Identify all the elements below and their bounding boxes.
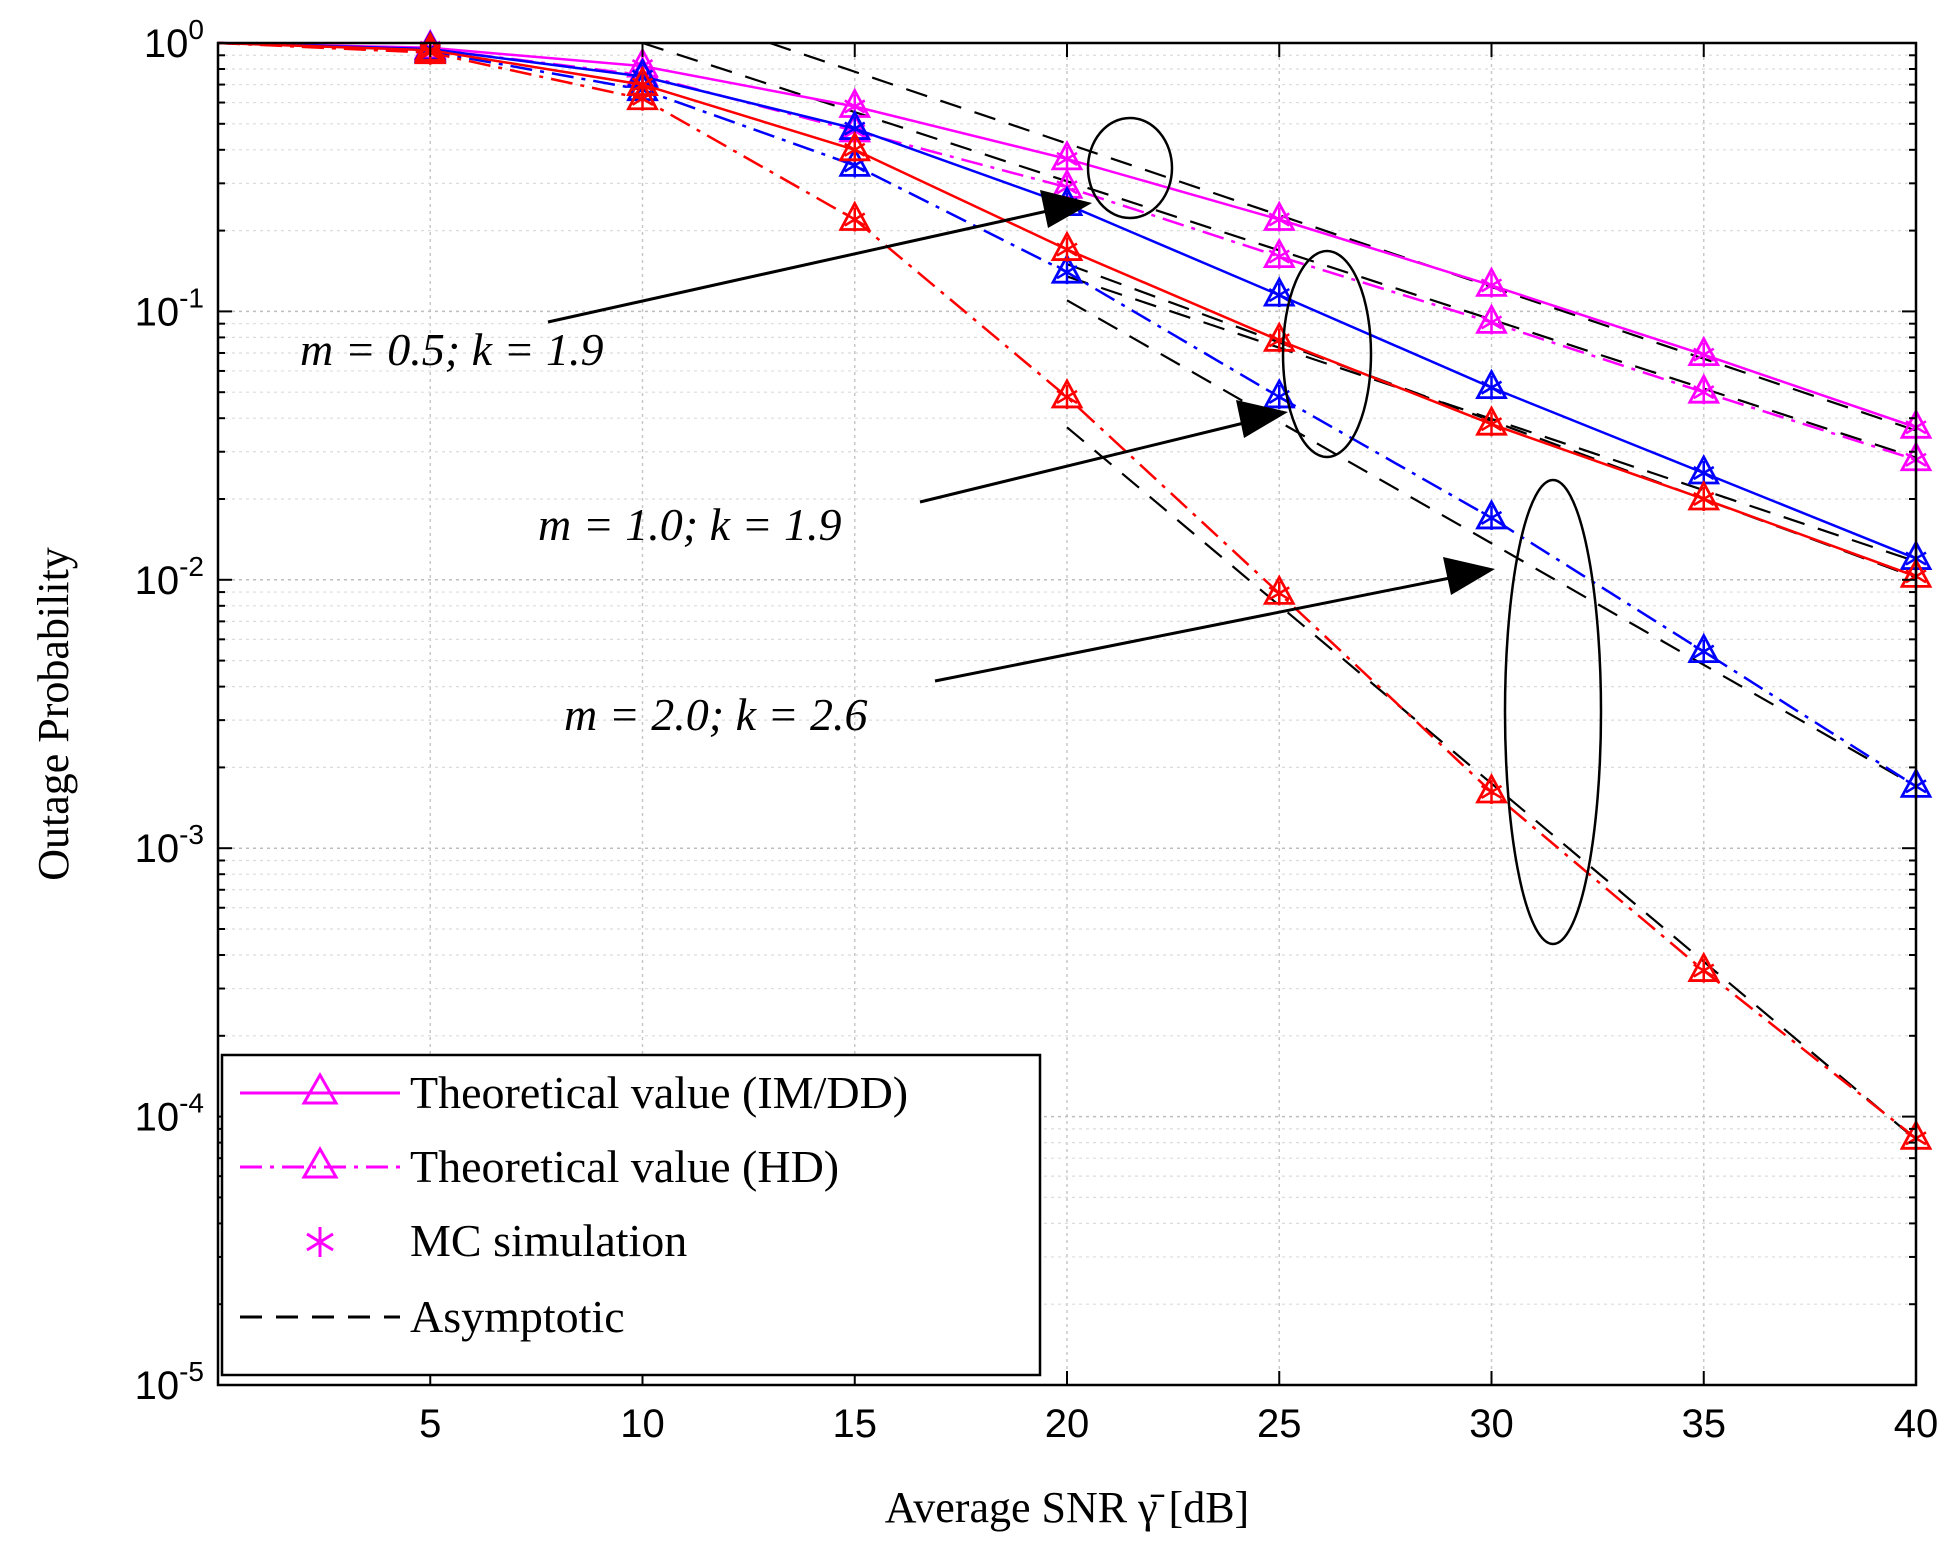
arrowhead-m10 [1236, 400, 1288, 438]
y-axis-label: Outage Probability [29, 547, 78, 881]
mc-star-marker [1693, 487, 1715, 512]
y-tick-label: 100 [144, 14, 204, 66]
mc-star-marker [1268, 581, 1290, 606]
arrowhead-m20 [1443, 557, 1495, 595]
mc-star-marker [1693, 342, 1715, 367]
y-tick-label: 10-5 [135, 1356, 204, 1408]
mc-star-marker [844, 137, 866, 162]
series-line [217, 41, 1917, 1140]
triangle-marker-icon [301, 1071, 339, 1105]
x-tick-label: 25 [1257, 1402, 1302, 1446]
x-tick-label: 35 [1682, 1402, 1727, 1446]
legend-label-hd: Theoretical value (HD) [410, 1141, 839, 1192]
mc-star-marker [1480, 273, 1503, 298]
annotation-m10-k19: m = 1.0; k = 1.9 [538, 499, 842, 550]
y-tick-label: 10-1 [135, 282, 204, 334]
legend-entry-hd: Theoretical value (HD) [240, 1141, 839, 1192]
y-tick-label: 10-3 [135, 819, 204, 871]
arrow-line-m10 [919, 420, 1249, 504]
mc-star-marker [1268, 328, 1290, 353]
legend-entry-im-dd: Theoretical value (IM/DD) [240, 1067, 908, 1118]
annotation-m20-k26: m = 2.0; k = 2.6 [564, 689, 868, 740]
mc-star-marker [1268, 207, 1290, 232]
legend-box [220, 1053, 1042, 1377]
x-tick-label: 10 [620, 1402, 665, 1446]
mc-star-marker [844, 207, 866, 232]
mc-star-marker [1056, 260, 1078, 285]
arrow-line-m05 [547, 208, 1053, 324]
legend: Theoretical value (IM/DD) Theoretical va… [220, 1053, 1042, 1377]
ellipse-group-m10 [1281, 249, 1373, 459]
x-tick-label: 5 [419, 1402, 441, 1446]
legend-label-im-dd: Theoretical value (IM/DD) [410, 1067, 908, 1118]
mc-star-marker [1480, 310, 1503, 335]
arrowhead-m05 [1040, 190, 1092, 228]
mc-star-marker [1693, 639, 1715, 664]
mc-star-marker [1693, 380, 1715, 405]
y-tick-label: 10-4 [135, 1088, 204, 1140]
mc-star-marker [1480, 505, 1503, 530]
mc-star-marker [1480, 412, 1503, 437]
annotation-m05-k19: m = 0.5; k = 1.9 [300, 324, 604, 375]
mc-star-marker [1056, 384, 1078, 409]
mc-star-marker [1480, 375, 1503, 400]
x-tick-label: 20 [1045, 1402, 1090, 1446]
y-tick-label: 10-2 [135, 551, 204, 603]
asymptotic-line [1066, 299, 1917, 788]
legend-label-asymptotic: Asymptotic [410, 1291, 625, 1342]
x-tick-label: 40 [1894, 1402, 1939, 1446]
legend-entry-asymptotic: Asymptotic [240, 1291, 625, 1342]
legend-label-mc: MC simulation [410, 1215, 687, 1266]
x-tick-label: 15 [833, 1402, 878, 1446]
mc-star-marker [1268, 283, 1290, 308]
x-axis-label: Average SNR γ̄ [dB] [885, 1483, 1249, 1532]
mc-star-marker [1056, 146, 1078, 171]
annotations: m = 0.5; k = 1.9 m = 1.0; k = 1.9 m = 2.… [300, 116, 1603, 946]
ellipse-group-m05 [1086, 116, 1174, 220]
mc-star-marker [1268, 244, 1290, 269]
mc-star-marker [1056, 237, 1078, 262]
mc-star-marker [1480, 779, 1503, 804]
legend-entry-mc: MC simulation [306, 1215, 687, 1266]
mc-star-marker [1693, 958, 1715, 983]
asymptotic-line [769, 41, 1917, 432]
arrow-line-m20 [934, 575, 1456, 683]
triangle-marker-icon [301, 1145, 339, 1179]
star-marker-icon [306, 1227, 334, 1257]
x-tick-label: 30 [1469, 1402, 1514, 1446]
ellipse-group-m20 [1503, 478, 1603, 946]
tick-labels: 5 10 15 20 25 30 35 40 100 10-1 10-2 10-3 10-4 10-5 [135, 14, 1939, 1446]
mc-star-marker [631, 86, 654, 111]
